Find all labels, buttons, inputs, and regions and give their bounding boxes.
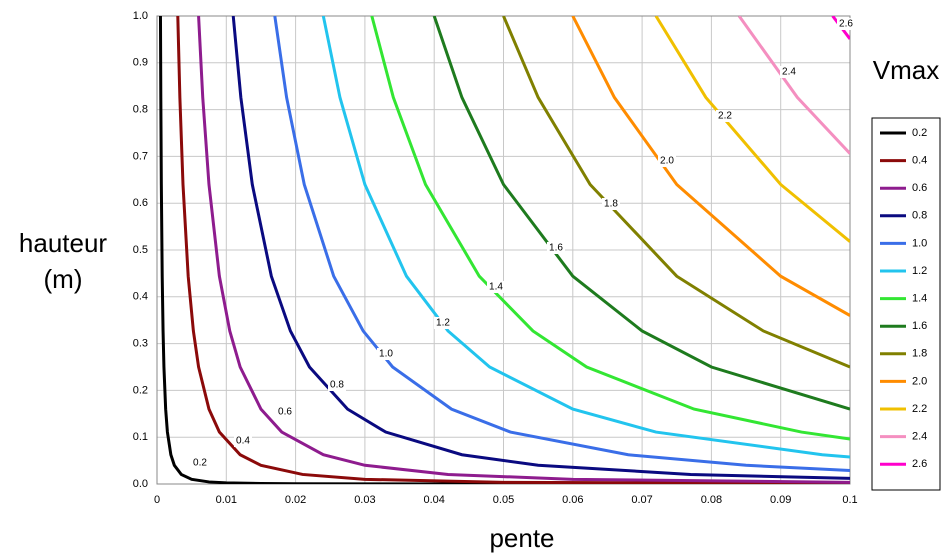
contour-line xyxy=(502,16,850,369)
y-tick-label: 0.4 xyxy=(133,291,148,303)
y-tick-label: 0.8 xyxy=(133,104,148,116)
contour-label: 0.4 xyxy=(236,436,250,447)
x-tick-label: 0.01 xyxy=(216,494,237,506)
x-tick-label: 0.08 xyxy=(701,494,722,506)
legend-label: 1.0 xyxy=(912,237,927,249)
y-tick-label: 1.0 xyxy=(133,10,148,22)
contour-label-bg xyxy=(547,242,565,254)
contour-label-bg xyxy=(234,435,252,447)
contour-label-bg xyxy=(276,406,294,418)
contour-label-bg xyxy=(377,348,395,360)
legend-box xyxy=(871,117,941,491)
legend-label: 0.6 xyxy=(912,182,927,194)
legend-label: 0.8 xyxy=(912,210,927,222)
x-tick-label: 0.05 xyxy=(493,494,514,506)
contour-line xyxy=(158,16,850,484)
contour-line xyxy=(197,16,850,484)
contour-label: 2.0 xyxy=(660,156,674,167)
x-tick-label: 0.1 xyxy=(842,494,857,506)
x-axis-label: pente xyxy=(489,523,554,553)
legend-label: 1.6 xyxy=(912,320,927,332)
contour-label: 1.8 xyxy=(604,199,618,210)
x-tick-label: 0 xyxy=(154,494,160,506)
y-tick-label: 0.6 xyxy=(133,197,148,209)
contour-line xyxy=(273,16,850,472)
contour-label: 2.6 xyxy=(839,19,853,30)
contour-label-bg xyxy=(716,110,734,122)
contour-label: 1.4 xyxy=(489,282,503,293)
contour-line xyxy=(370,16,850,441)
x-tick-label: 0.03 xyxy=(354,494,375,506)
x-tick-label: 0.06 xyxy=(562,494,583,506)
contour-label-bg xyxy=(434,317,452,329)
contour-line xyxy=(321,16,850,459)
contour-line xyxy=(176,16,850,484)
legend-label: 1.4 xyxy=(912,293,927,305)
contour-label-bg xyxy=(191,457,209,469)
contour-line xyxy=(432,16,850,411)
legend-label: 2.0 xyxy=(912,375,927,387)
contour-label-bg xyxy=(780,66,798,78)
contour-label: 1.2 xyxy=(436,318,450,329)
contour-label-bg xyxy=(658,155,676,167)
y-tick-label: 0.1 xyxy=(133,431,148,443)
y-tick-label: 0.3 xyxy=(133,338,148,350)
x-tick-label: 0.04 xyxy=(423,494,444,506)
contour-label: 1.6 xyxy=(549,243,563,254)
y-tick-label: 0.9 xyxy=(133,57,148,69)
x-tick-label: 0.09 xyxy=(770,494,791,506)
contour-label: 1.0 xyxy=(379,349,393,360)
y-tick-label: 0.2 xyxy=(133,384,148,396)
legend-label: 1.8 xyxy=(912,348,927,360)
contour-line xyxy=(571,16,850,317)
contour-label-bg xyxy=(487,281,505,293)
legend-label: 2.6 xyxy=(912,458,927,470)
contour-label: 2.2 xyxy=(718,111,732,122)
contour-label: 2.4 xyxy=(782,67,796,78)
legend-label: 2.2 xyxy=(912,403,927,415)
y-tick-label: 0.5 xyxy=(133,244,148,256)
legend-label: 0.2 xyxy=(912,127,927,139)
legend-label: 2.4 xyxy=(912,431,927,443)
contour-label-bg xyxy=(837,18,855,30)
x-tick-label: 0.07 xyxy=(631,494,652,506)
legend-title: Vmax xyxy=(873,55,939,85)
contour-line xyxy=(737,16,850,155)
contour-label-bg xyxy=(328,379,346,391)
legend-label: 1.2 xyxy=(912,265,927,277)
contour-line xyxy=(654,16,850,243)
contour-label: 0.2 xyxy=(193,458,207,469)
y-tick-label: 0.7 xyxy=(133,150,148,162)
x-tick-label: 0.02 xyxy=(285,494,306,506)
y-axis-label: hauteur (m) xyxy=(18,228,108,294)
contour-label: 0.6 xyxy=(278,407,292,418)
legend-label: 0.4 xyxy=(912,155,927,167)
contour-label-bg xyxy=(602,198,620,210)
y-tick-label: 0.0 xyxy=(133,478,148,490)
contour-label: 0.8 xyxy=(330,380,344,391)
